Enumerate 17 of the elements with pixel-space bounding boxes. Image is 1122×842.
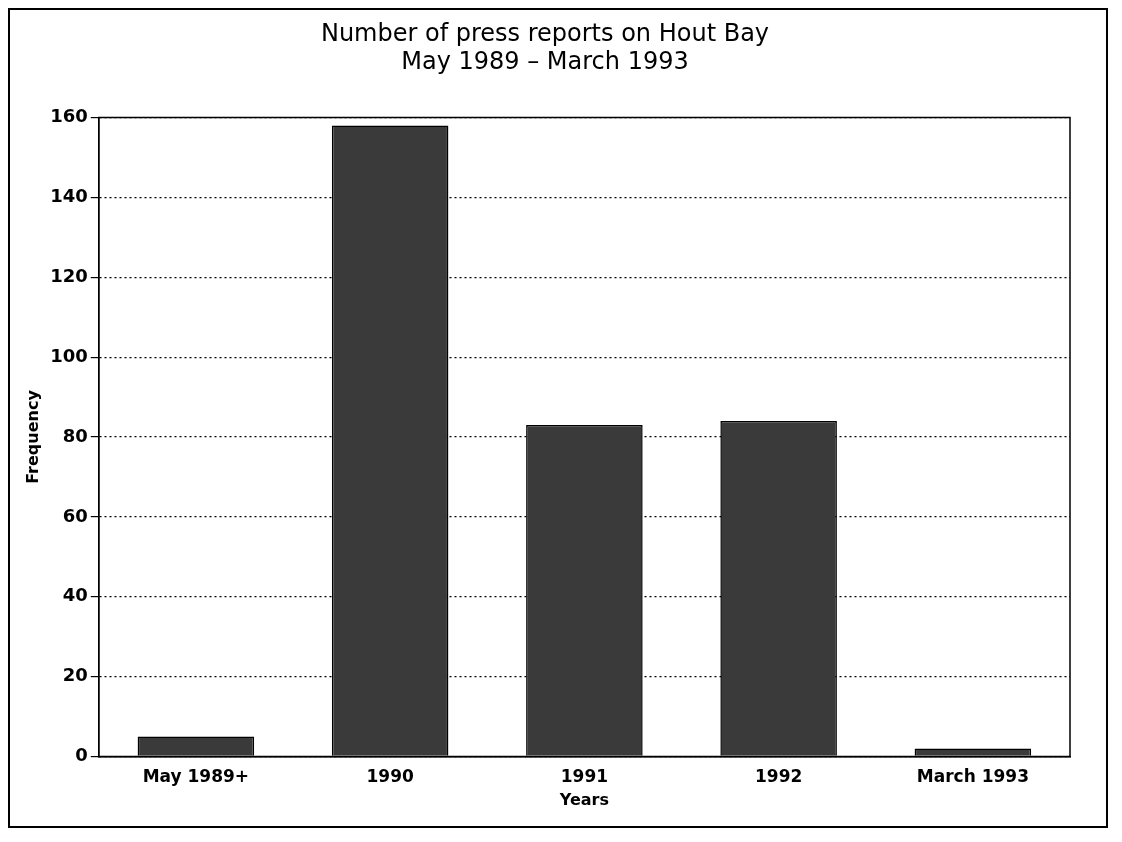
x-tick-label: 1992	[754, 766, 803, 787]
y-tick-label: 100	[50, 344, 88, 366]
x-axis-title: Years	[558, 789, 609, 809]
y-tick-label: 20	[62, 664, 88, 686]
y-axis-title: Frequency	[22, 389, 42, 484]
x-tick-label: March 1993	[916, 766, 1029, 787]
y-tick-label: 80	[62, 424, 88, 446]
y-tick-label: 140	[50, 185, 88, 207]
y-tick-label: 60	[62, 504, 88, 526]
x-tick-label: 1990	[366, 766, 414, 787]
x-tick-label: May 1989+	[142, 766, 250, 787]
y-tick-label: 0	[75, 744, 88, 766]
y-tick-label: 160	[50, 105, 88, 127]
y-tick-label: 40	[62, 584, 88, 606]
y-tick-label: 120	[50, 264, 88, 286]
chart-title: Number of press reports on Hout Bay May 1989 – March 1993	[320, 18, 770, 76]
x-tick-label: 1991	[560, 766, 609, 787]
